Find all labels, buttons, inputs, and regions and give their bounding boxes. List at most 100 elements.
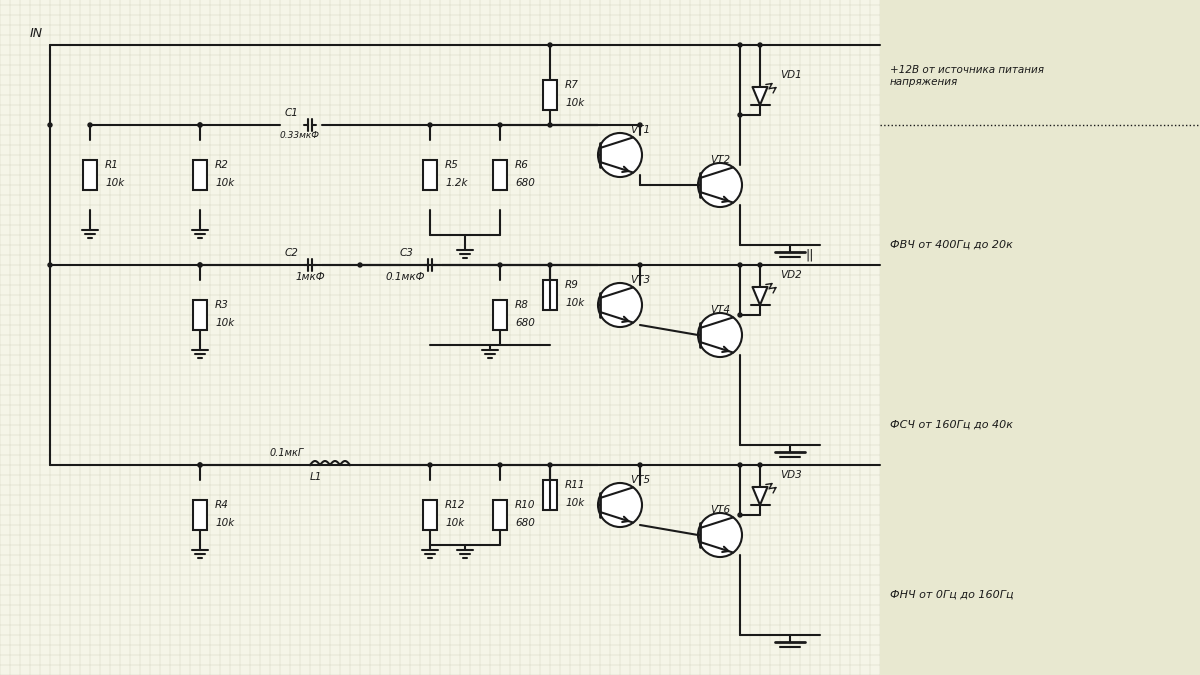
Circle shape	[738, 263, 742, 267]
Text: 680: 680	[515, 518, 535, 528]
Text: R6: R6	[515, 160, 529, 170]
Circle shape	[548, 123, 552, 127]
Circle shape	[428, 463, 432, 467]
Circle shape	[758, 43, 762, 47]
Circle shape	[698, 313, 742, 357]
Text: R12: R12	[445, 500, 466, 510]
Text: IN: IN	[30, 27, 43, 40]
Circle shape	[48, 263, 52, 267]
Circle shape	[88, 123, 92, 127]
Text: 0.1мкФ: 0.1мкФ	[385, 272, 425, 282]
Circle shape	[498, 263, 502, 267]
Text: VT1: VT1	[630, 125, 650, 135]
Bar	[542, 480, 557, 510]
Text: ФНЧ от 0Гц до 160Гц: ФНЧ от 0Гц до 160Гц	[890, 590, 1014, 600]
Circle shape	[698, 163, 742, 207]
Circle shape	[198, 263, 202, 267]
Circle shape	[638, 263, 642, 267]
Circle shape	[198, 123, 202, 127]
Circle shape	[758, 463, 762, 467]
Text: 10k: 10k	[565, 298, 584, 308]
Text: ФВЧ от 400Гц до 20к: ФВЧ от 400Гц до 20к	[890, 240, 1013, 250]
Circle shape	[198, 463, 202, 467]
Text: R9: R9	[565, 280, 578, 290]
Text: R3: R3	[215, 300, 229, 310]
Circle shape	[48, 123, 52, 127]
Circle shape	[428, 123, 432, 127]
Circle shape	[548, 43, 552, 47]
Text: 680: 680	[515, 318, 535, 328]
Text: ФСЧ от 160Гц до 40к: ФСЧ от 160Гц до 40к	[890, 420, 1013, 430]
Circle shape	[598, 283, 642, 327]
Circle shape	[598, 483, 642, 527]
Bar	[193, 160, 208, 190]
Text: C1: C1	[286, 108, 299, 118]
Circle shape	[738, 463, 742, 467]
Text: +12В от источника питания
напряжения: +12В от источника питания напряжения	[890, 65, 1044, 86]
Circle shape	[198, 463, 202, 467]
Circle shape	[358, 263, 362, 267]
Bar	[193, 300, 208, 330]
Circle shape	[198, 263, 202, 267]
Text: 10k: 10k	[106, 178, 125, 188]
Text: R7: R7	[565, 80, 578, 90]
Text: VT5: VT5	[630, 475, 650, 485]
Text: 10k: 10k	[215, 518, 234, 528]
Text: R5: R5	[445, 160, 458, 170]
Circle shape	[738, 113, 742, 117]
Text: R2: R2	[215, 160, 229, 170]
Circle shape	[548, 463, 552, 467]
Text: L1: L1	[310, 472, 323, 482]
Text: ||: ||	[805, 248, 814, 261]
Text: VT4: VT4	[710, 305, 730, 315]
Text: 10k: 10k	[445, 518, 464, 528]
Text: 0.33мкФ: 0.33мкФ	[280, 130, 320, 140]
Text: 10k: 10k	[215, 178, 234, 188]
Bar	[542, 80, 557, 110]
Text: R11: R11	[565, 480, 586, 490]
Circle shape	[638, 123, 642, 127]
Circle shape	[698, 513, 742, 557]
Text: R8: R8	[515, 300, 529, 310]
Text: VT3: VT3	[630, 275, 650, 285]
Text: 1.2k: 1.2k	[445, 178, 468, 188]
Text: 1мкФ: 1мкФ	[295, 272, 325, 282]
Bar	[83, 160, 97, 190]
Circle shape	[738, 513, 742, 517]
Text: C3: C3	[400, 248, 414, 258]
Text: R10: R10	[515, 500, 535, 510]
Polygon shape	[752, 287, 768, 305]
Text: 10k: 10k	[215, 318, 234, 328]
Circle shape	[598, 133, 642, 177]
Text: 10k: 10k	[565, 498, 584, 508]
Text: 10k: 10k	[565, 98, 584, 108]
Bar	[542, 280, 557, 310]
Bar	[493, 500, 508, 530]
Text: VD1: VD1	[780, 70, 802, 80]
Text: C2: C2	[286, 248, 299, 258]
Polygon shape	[752, 87, 768, 105]
Text: R4: R4	[215, 500, 229, 510]
Text: VD3: VD3	[780, 470, 802, 480]
Bar	[424, 160, 437, 190]
Text: R1: R1	[106, 160, 119, 170]
Circle shape	[198, 123, 202, 127]
Bar	[880, 0, 1200, 675]
Text: VD2: VD2	[780, 270, 802, 280]
Circle shape	[738, 43, 742, 47]
Circle shape	[758, 263, 762, 267]
Circle shape	[548, 263, 552, 267]
Text: 0.1мкГ: 0.1мкГ	[270, 448, 305, 458]
Bar	[424, 500, 437, 530]
Text: VT2: VT2	[710, 155, 730, 165]
Circle shape	[498, 463, 502, 467]
Polygon shape	[752, 487, 768, 505]
Circle shape	[638, 463, 642, 467]
Bar	[493, 300, 508, 330]
Circle shape	[738, 313, 742, 317]
Bar	[193, 500, 208, 530]
Text: 680: 680	[515, 178, 535, 188]
Text: VT6: VT6	[710, 505, 730, 515]
Bar	[493, 160, 508, 190]
Circle shape	[498, 123, 502, 127]
